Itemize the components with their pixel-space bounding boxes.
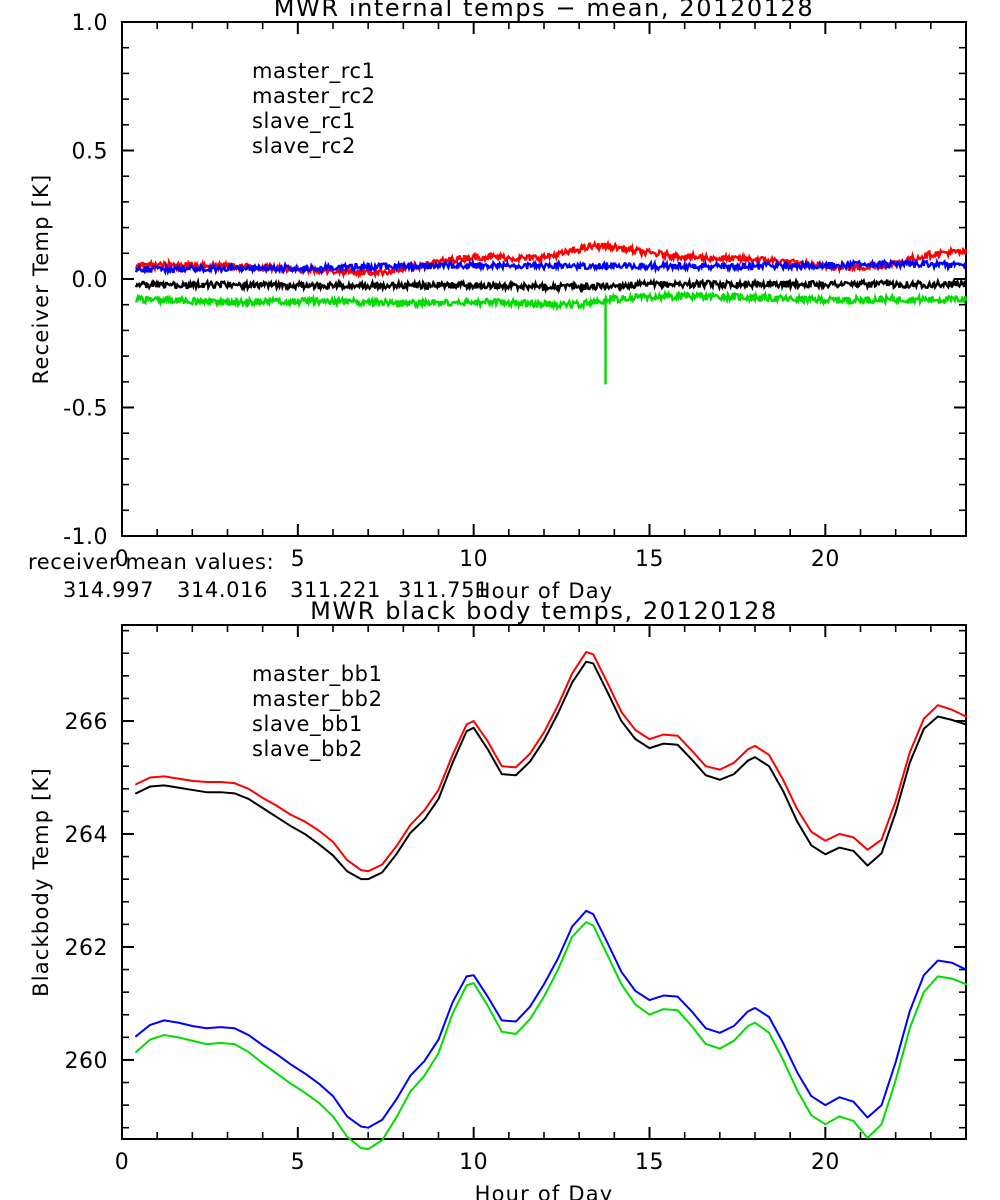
y-tick-label: 260 bbox=[65, 1049, 109, 1074]
plot-frame-blackbody bbox=[121, 624, 967, 1140]
x-tick-label: 20 bbox=[811, 1150, 840, 1175]
panel-receiver: 0 5 10 15 20 Hour of Day -1.0 -0.5 0.0 0.5 1.0 Rece… bbox=[29, 0, 968, 603]
receiver-mean-caption: receiver mean values: bbox=[28, 550, 274, 574]
legend-item-master_bb1: master_bb1 bbox=[252, 662, 383, 687]
y-tick-label: 0.0 bbox=[72, 268, 109, 293]
legend-item-master_rc2: master_rc2 bbox=[252, 84, 376, 109]
x-axis-title-blackbody: Hour of Day bbox=[475, 1182, 614, 1200]
y-tick-label: 0.5 bbox=[72, 140, 109, 165]
x-tick-label: 5 bbox=[291, 1150, 306, 1175]
x-tick-label: 0 bbox=[115, 547, 130, 572]
y-tick-label: 262 bbox=[65, 936, 109, 961]
legend-item-slave_rc2: slave_rc2 bbox=[252, 134, 356, 159]
x-axis-blackbody: 0 5 10 15 20 bbox=[115, 625, 967, 1175]
x-tick-label: 5 bbox=[291, 547, 306, 572]
x-tick-label: 0 bbox=[115, 1150, 130, 1175]
y-axis-blackbody: 260 262 264 266 bbox=[65, 629, 966, 1129]
panel-blackbody: 0 5 10 15 20 Hour of Day 260 262 264 266 Blackbody… bbox=[29, 597, 967, 1200]
series-master_bb1 bbox=[135, 660, 967, 881]
y-tick-label: -0.5 bbox=[63, 397, 108, 422]
receiver-mean-value-2: 311.221 bbox=[290, 578, 381, 602]
x-tick-label: 10 bbox=[459, 1150, 488, 1175]
y-axis-title-receiver: Receiver Temp [K] bbox=[29, 174, 53, 385]
x-tick-label: 15 bbox=[635, 547, 664, 572]
legend-item-slave_bb1: slave_bb1 bbox=[252, 712, 363, 737]
receiver-mean-value-3: 311.751 bbox=[398, 578, 489, 602]
series-master_rc1 bbox=[134, 276, 968, 295]
x-tick-label: 10 bbox=[459, 547, 488, 572]
y-tick-label: 266 bbox=[65, 710, 109, 735]
receiver-mean-value-1: 314.016 bbox=[177, 578, 268, 602]
y-tick-label: 264 bbox=[65, 823, 109, 848]
series-slave_rc2 bbox=[134, 289, 968, 312]
x-axis-title-receiver: Hour of Day bbox=[475, 579, 614, 603]
receiver-mean-value-0: 314.997 bbox=[63, 578, 154, 602]
x-tick-label: 20 bbox=[811, 547, 840, 572]
x-axis-receiver: 0 5 10 15 20 bbox=[115, 22, 967, 572]
series-slave_bb2 bbox=[135, 921, 967, 1151]
receiver-mean-values: receiver mean values: 314.997 314.016 311.2… bbox=[28, 550, 489, 602]
legend-item-master_rc1: master_rc1 bbox=[252, 59, 376, 84]
series-slave_bb1 bbox=[135, 909, 967, 1129]
legend-item-master_bb2: master_bb2 bbox=[252, 687, 383, 712]
y-axis-receiver: -1.0 -0.5 0.0 0.5 1.0 bbox=[63, 11, 966, 550]
series-slave_rc1 bbox=[134, 257, 967, 276]
plot-title-receiver: MWR internal temps − mean, 20120128 bbox=[274, 0, 815, 22]
legend-item-slave_rc1: slave_rc1 bbox=[252, 109, 356, 134]
y-tick-label: 1.0 bbox=[72, 11, 109, 36]
y-tick-label: -1.0 bbox=[63, 525, 108, 550]
y-axis-title-blackbody: Blackbody Temp [K] bbox=[29, 767, 53, 997]
legend-item-slave_bb2: slave_bb2 bbox=[252, 737, 363, 762]
x-tick-label: 15 bbox=[635, 1150, 664, 1175]
series-master_bb2 bbox=[135, 651, 967, 873]
plot-frame-receiver bbox=[121, 21, 967, 537]
plot-title-blackbody: MWR black body temps, 20120128 bbox=[310, 597, 778, 625]
